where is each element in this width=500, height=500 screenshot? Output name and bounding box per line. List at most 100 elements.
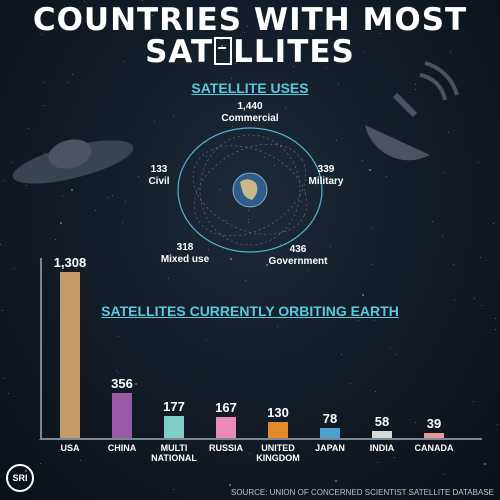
star bbox=[154, 121, 156, 123]
star bbox=[376, 462, 378, 464]
star bbox=[335, 480, 338, 483]
use-value: 318 bbox=[176, 242, 194, 253]
star bbox=[121, 25, 123, 27]
title-part-b: LLITES bbox=[233, 34, 355, 70]
star bbox=[117, 335, 119, 337]
star bbox=[328, 38, 330, 40]
bar-value-label: 1,308 bbox=[53, 255, 87, 270]
star bbox=[284, 107, 286, 109]
star bbox=[225, 219, 227, 221]
star bbox=[362, 159, 364, 161]
star bbox=[370, 228, 372, 230]
use-label: Government bbox=[268, 256, 328, 267]
star bbox=[247, 219, 249, 221]
star bbox=[208, 447, 210, 449]
bar-value-label: 130 bbox=[267, 404, 289, 420]
star bbox=[305, 192, 307, 194]
star bbox=[121, 221, 123, 223]
star bbox=[43, 105, 45, 107]
star bbox=[12, 161, 14, 163]
bar-value-label: 58 bbox=[374, 413, 390, 429]
title-part-a: SAT bbox=[145, 34, 214, 70]
star bbox=[415, 421, 417, 423]
star bbox=[358, 319, 360, 321]
star bbox=[39, 463, 41, 465]
star bbox=[497, 424, 499, 426]
star bbox=[234, 62, 236, 64]
star bbox=[68, 82, 70, 84]
star bbox=[340, 353, 342, 355]
use-civil: 133 Civil bbox=[134, 164, 184, 188]
star bbox=[393, 457, 395, 459]
star bbox=[335, 140, 337, 142]
star bbox=[479, 257, 481, 259]
star bbox=[94, 209, 96, 211]
star bbox=[231, 78, 233, 80]
star bbox=[167, 278, 169, 280]
use-value: 133 bbox=[150, 164, 168, 175]
star bbox=[230, 258, 233, 261]
use-military: 339 Military bbox=[296, 164, 356, 188]
star bbox=[292, 65, 294, 67]
star bbox=[54, 239, 56, 241]
bar-value-label: 177 bbox=[163, 398, 185, 414]
star bbox=[477, 162, 479, 164]
star bbox=[312, 43, 313, 45]
sri-logo: SRI bbox=[6, 464, 34, 492]
star bbox=[301, 200, 303, 202]
star bbox=[266, 264, 269, 267]
satellite-uses-title: SATELLITE USES bbox=[191, 80, 309, 96]
star bbox=[219, 188, 221, 190]
star bbox=[179, 38, 182, 41]
star bbox=[232, 125, 234, 127]
star bbox=[118, 371, 120, 373]
star bbox=[125, 201, 127, 203]
bar bbox=[164, 415, 184, 438]
star bbox=[326, 68, 328, 69]
star bbox=[472, 401, 474, 403]
star bbox=[453, 299, 455, 301]
star bbox=[390, 346, 392, 348]
category-label: JAPAN bbox=[315, 443, 345, 453]
bar-value-label: 39 bbox=[426, 416, 442, 432]
star bbox=[138, 176, 140, 178]
star bbox=[248, 221, 250, 223]
star bbox=[415, 89, 417, 91]
star bbox=[443, 473, 445, 475]
source-note: SOURCE: UNION OF CONCERNED SCIENTIST SAT… bbox=[230, 488, 494, 497]
star bbox=[386, 175, 388, 177]
bar bbox=[60, 272, 80, 438]
star bbox=[442, 235, 444, 237]
star bbox=[453, 264, 455, 266]
use-value: 436 bbox=[289, 244, 307, 255]
star bbox=[245, 280, 247, 282]
star bbox=[350, 382, 352, 384]
category-label: USA bbox=[60, 443, 80, 453]
star bbox=[206, 340, 208, 342]
star bbox=[70, 188, 73, 191]
use-value: 339 bbox=[317, 164, 335, 175]
star bbox=[14, 268, 16, 270]
star bbox=[41, 34, 43, 36]
star bbox=[492, 222, 494, 224]
star bbox=[173, 488, 175, 490]
use-value: 1,440 bbox=[237, 101, 263, 112]
star bbox=[246, 114, 248, 116]
title-line-2: SAT LLITES bbox=[0, 34, 500, 70]
category-label: UNITED KINGDOM bbox=[256, 443, 300, 463]
use-label: Commercial bbox=[221, 113, 279, 124]
star bbox=[229, 483, 232, 486]
use-commercial: 1,440 Commercial bbox=[208, 101, 292, 125]
star bbox=[373, 320, 375, 322]
star bbox=[495, 329, 497, 331]
bar-value-label: 356 bbox=[111, 375, 133, 391]
star bbox=[273, 165, 275, 167]
star bbox=[71, 73, 73, 75]
category-label: INDIA bbox=[369, 443, 395, 453]
star bbox=[369, 168, 372, 171]
star bbox=[395, 353, 397, 355]
star bbox=[307, 270, 309, 272]
bar bbox=[424, 433, 444, 438]
star bbox=[141, 0, 143, 1]
star bbox=[480, 304, 482, 306]
